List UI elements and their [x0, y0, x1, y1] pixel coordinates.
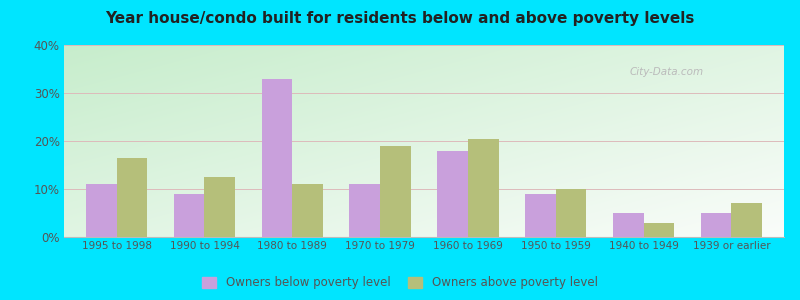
- Bar: [262, 79, 292, 237]
- Bar: [437, 151, 468, 237]
- Legend: Owners below poverty level, Owners above poverty level: Owners below poverty level, Owners above…: [198, 272, 602, 294]
- Bar: [86, 184, 117, 237]
- Bar: [380, 146, 411, 237]
- Bar: [292, 184, 323, 237]
- Bar: [643, 223, 674, 237]
- Bar: [174, 194, 205, 237]
- Text: Year house/condo built for residents below and above poverty levels: Year house/condo built for residents bel…: [106, 11, 694, 26]
- Bar: [731, 203, 762, 237]
- Bar: [525, 194, 556, 237]
- Bar: [350, 184, 380, 237]
- Bar: [701, 213, 731, 237]
- Bar: [468, 139, 498, 237]
- Bar: [556, 189, 586, 237]
- Bar: [613, 213, 643, 237]
- Bar: [205, 177, 235, 237]
- Bar: [117, 158, 147, 237]
- Text: City-Data.com: City-Data.com: [630, 67, 704, 77]
